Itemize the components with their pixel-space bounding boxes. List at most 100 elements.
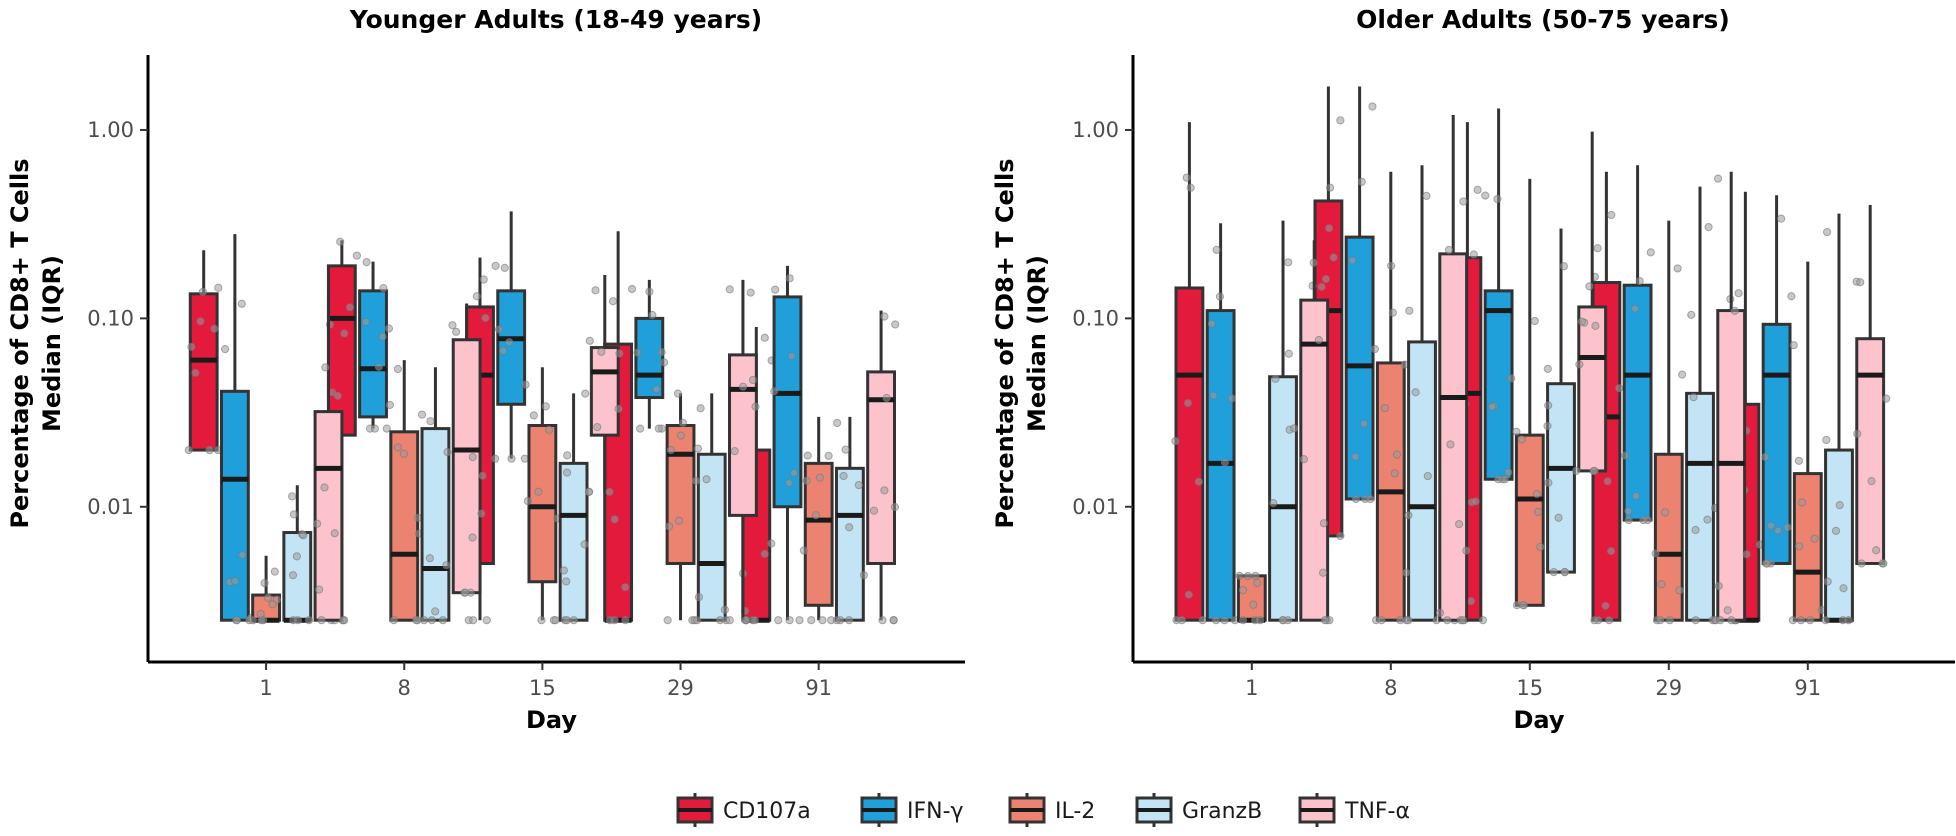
data-point — [760, 549, 769, 558]
series-tnf — [1299, 115, 1891, 625]
data-point — [1651, 549, 1660, 558]
series-ifn — [1205, 86, 1796, 625]
data-point — [427, 616, 436, 625]
data-point — [1317, 282, 1326, 291]
data-point — [1796, 616, 1806, 625]
data-point — [785, 616, 794, 625]
data-point — [591, 286, 600, 295]
data-point — [1691, 616, 1700, 625]
x-tick-label: 15 — [1516, 676, 1543, 700]
data-point — [787, 352, 796, 361]
x-axis-title: Day — [1513, 706, 1564, 734]
data-point — [340, 329, 349, 338]
data-point — [340, 616, 349, 625]
data-point — [477, 509, 486, 518]
data-point — [382, 424, 391, 433]
data-point — [1211, 616, 1221, 625]
box-il-2 — [1514, 433, 1545, 607]
data-point — [304, 616, 314, 625]
data-point — [562, 616, 571, 625]
data-point — [374, 362, 384, 371]
legend-item-cd107a: CD107a — [676, 793, 811, 827]
data-point — [789, 468, 799, 478]
box-ifn — [358, 289, 388, 419]
data-point — [1544, 478, 1553, 487]
data-point — [443, 447, 452, 457]
data-point — [523, 496, 532, 506]
data-point — [748, 375, 758, 385]
panel-title: Older Adults (50-75 years) — [1356, 5, 1730, 34]
x-tick-label: 1 — [259, 676, 272, 700]
data-point — [537, 616, 546, 625]
data-point — [196, 317, 205, 326]
data-point — [1787, 292, 1796, 301]
data-point — [648, 310, 657, 320]
x-tick-label: 91 — [1794, 676, 1821, 700]
data-point — [1284, 258, 1293, 267]
series-il-2 — [1235, 171, 1826, 625]
data-point — [1390, 469, 1399, 478]
data-point — [889, 616, 898, 625]
data-point — [799, 546, 808, 555]
data-point — [1795, 542, 1804, 551]
data-point — [880, 486, 889, 495]
data-point — [238, 550, 247, 560]
data-point — [448, 321, 457, 330]
data-point — [824, 451, 833, 460]
data-point — [495, 325, 504, 334]
data-point — [678, 418, 688, 427]
data-point — [1882, 394, 1891, 403]
data-point — [597, 347, 606, 356]
data-point — [1593, 244, 1602, 253]
series-granzb — [282, 367, 868, 625]
data-point — [389, 616, 398, 625]
data-point — [1212, 245, 1221, 254]
data-point — [696, 404, 705, 413]
data-point — [1411, 388, 1420, 397]
data-point — [230, 577, 240, 586]
data-point — [720, 605, 729, 614]
box-cd107a — [1174, 286, 1205, 622]
data-point — [1458, 616, 1468, 625]
data-point — [1572, 466, 1581, 476]
data-point — [1656, 616, 1665, 625]
panel-1: Younger Adults (18-49 years) Percentage o… — [6, 5, 965, 734]
data-point — [1321, 274, 1331, 284]
data-point — [751, 402, 760, 411]
data-point — [559, 566, 568, 575]
data-point — [438, 616, 447, 625]
data-point — [854, 480, 863, 490]
data-point — [1853, 429, 1862, 438]
data-point — [1368, 102, 1377, 111]
data-point — [663, 616, 672, 625]
data-point — [248, 616, 257, 625]
legend-item-ifn: IFN-γ — [860, 793, 964, 827]
data-point — [417, 410, 427, 419]
data-point — [1478, 616, 1488, 625]
box-cd107a — [326, 264, 357, 437]
data-point — [1227, 394, 1236, 403]
data-point — [1251, 616, 1260, 625]
box-granzb — [1685, 391, 1715, 622]
data-point — [431, 607, 440, 616]
box-il-2 — [1653, 452, 1684, 622]
data-point — [1543, 364, 1552, 373]
data-point — [237, 299, 246, 308]
data-point — [1271, 374, 1280, 383]
data-point — [1404, 616, 1413, 625]
data-point — [1835, 501, 1844, 510]
data-point — [1459, 197, 1468, 206]
y-tick-label: 0.01 — [87, 495, 134, 519]
data-point — [1278, 616, 1287, 625]
data-point — [621, 616, 630, 625]
data-point — [1387, 261, 1396, 271]
data-point — [1660, 508, 1670, 517]
data-point — [1615, 384, 1624, 393]
data-point — [738, 382, 748, 391]
data-point — [1646, 248, 1655, 257]
data-point — [1471, 497, 1480, 506]
data-point — [1723, 606, 1732, 615]
panel-title: Younger Adults (18-49 years) — [349, 5, 762, 34]
box-tnf — [1855, 337, 1886, 565]
data-point — [205, 445, 214, 455]
